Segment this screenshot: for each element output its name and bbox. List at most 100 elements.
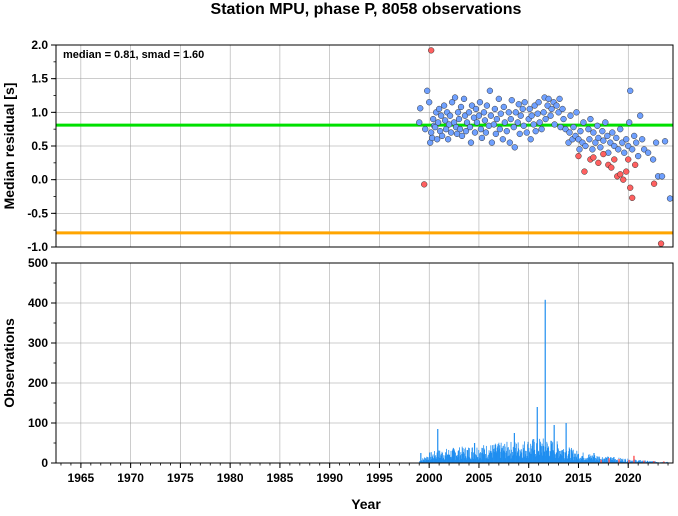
residual-point: [452, 95, 458, 101]
observation-peak-bar: [437, 429, 438, 463]
residual-point: [609, 130, 615, 136]
residual-point: [567, 130, 573, 136]
residual-point: [602, 120, 608, 126]
residual-point: [506, 109, 512, 115]
residual-point: [458, 104, 464, 110]
residual-point: [626, 120, 632, 126]
residual-point: [561, 116, 567, 122]
residual-point: [435, 120, 441, 126]
residual-y-tick-label: -1.0: [27, 240, 48, 254]
residual-point: [481, 109, 487, 115]
residual-point: [496, 96, 502, 102]
residual-point: [623, 136, 629, 142]
residual-point: [472, 130, 478, 136]
residual-point: [498, 111, 504, 117]
residual-point: [578, 128, 584, 134]
residual-point: [620, 177, 626, 183]
observation-secondary-bar: [608, 458, 610, 463]
chart-title: Station MPU, phase P, 8058 observations: [211, 1, 522, 18]
residual-point: [586, 126, 592, 132]
residual-point: [508, 116, 514, 122]
x-tick-label: 2015: [565, 471, 592, 485]
residual-point: [512, 144, 518, 150]
residual-point: [541, 109, 547, 115]
residual-point: [501, 104, 507, 110]
observations-bars: [419, 300, 668, 463]
observations-frame: [56, 263, 673, 463]
residual-point: [479, 135, 485, 141]
residual-y-ticks: 2.01.51.00.50.0-0.5-1.0: [27, 38, 56, 254]
residual-point: [560, 106, 566, 112]
residual-point: [466, 109, 472, 115]
residual-point: [533, 128, 539, 134]
residual-point: [639, 136, 645, 142]
residual-point: [621, 150, 627, 156]
residual-point: [627, 88, 633, 94]
residual-point: [600, 151, 606, 157]
x-tick-label: 2005: [466, 471, 493, 485]
residual-point: [522, 99, 528, 105]
residual-point: [439, 133, 445, 139]
observations-y-axis-label: Observations: [1, 318, 17, 408]
residual-point: [521, 123, 527, 129]
x-tick-label: 2010: [515, 471, 542, 485]
observation-peak-bar: [420, 453, 421, 463]
observations-y-tick-label: 200: [28, 376, 48, 390]
residual-point: [527, 106, 533, 112]
observation-secondary-bar: [633, 456, 635, 463]
residual-point: [492, 106, 498, 112]
x-tick-label: 1975: [167, 471, 194, 485]
residual-point: [577, 146, 583, 152]
x-tick-label: 2020: [615, 471, 642, 485]
residual-point: [625, 157, 631, 163]
residual-point: [518, 113, 524, 119]
x-tick-label: 1990: [316, 471, 343, 485]
residual-point: [488, 113, 494, 119]
residual-panel: median = 0.81, smad = 1.60 2.01.51.00.50…: [1, 38, 673, 254]
residual-point: [497, 126, 503, 132]
observations-y-tick-label: 300: [28, 336, 48, 350]
residual-point: [574, 109, 580, 115]
residual-point: [459, 133, 465, 139]
residual-point: [597, 144, 603, 150]
residual-point: [493, 131, 499, 137]
residual-point: [434, 136, 440, 142]
residual-point: [500, 136, 506, 142]
residual-point: [590, 155, 596, 161]
residual-point: [659, 173, 665, 179]
residual-point: [524, 130, 530, 136]
residual-point: [491, 122, 497, 128]
residual-point: [513, 109, 519, 115]
residual-point: [441, 103, 447, 109]
residual-point: [417, 105, 423, 111]
observations-grid: [56, 263, 673, 463]
residual-point: [645, 150, 651, 156]
observation-secondary-bar: [618, 459, 620, 463]
residual-point: [456, 116, 462, 122]
residual-point: [599, 128, 605, 134]
residual-point: [583, 143, 589, 149]
residual-point: [457, 126, 463, 132]
residual-point: [489, 140, 495, 146]
residual-point: [662, 138, 668, 144]
residual-point: [421, 181, 427, 187]
residual-point: [483, 130, 489, 136]
residual-point: [473, 106, 479, 112]
residual-point: [576, 153, 582, 159]
residual-point: [476, 113, 482, 119]
residual-point: [554, 103, 560, 109]
residual-point: [629, 195, 635, 201]
residual-point: [536, 99, 542, 105]
residual-point: [571, 124, 577, 130]
residual-point: [438, 113, 444, 119]
residual-point: [528, 136, 534, 142]
residual-point: [445, 136, 451, 142]
x-tick-label: 1980: [217, 471, 244, 485]
observation-peak-bar: [537, 407, 538, 463]
residual-point: [424, 88, 430, 94]
residual-point: [557, 96, 563, 102]
residual-point: [595, 160, 601, 166]
observation-peak-bar: [514, 433, 515, 463]
residual-point: [611, 157, 617, 163]
residual-point: [517, 131, 523, 137]
